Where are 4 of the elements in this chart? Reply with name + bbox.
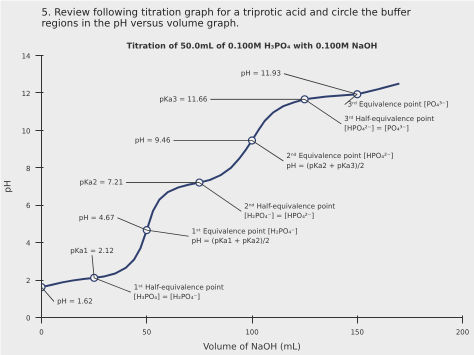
y-axis-title: pH (4, 180, 14, 193)
chart-subtitle: Titration of 50.0mL of 0.100M H₃PO₄ with 0.100M NaOH (126, 42, 378, 50)
chart-title: 5. Review following titration graph for a triprotic acid and circle the buffer regions in the pH versus volume graph. (42, 8, 412, 30)
x-axis-title: Volume of NaOH (mL) (203, 342, 301, 352)
